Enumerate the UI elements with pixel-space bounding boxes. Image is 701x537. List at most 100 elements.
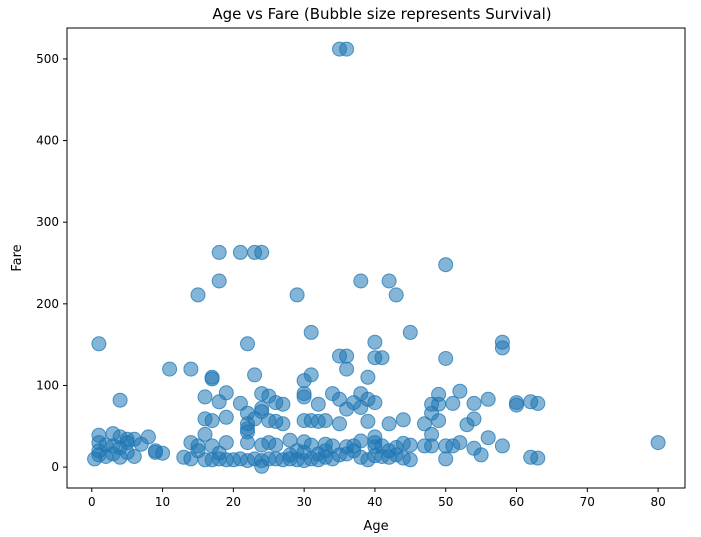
data-point — [339, 348, 355, 364]
data-point — [452, 435, 468, 451]
y-axis: 0 100 200 300 400 500 — [36, 52, 67, 474]
data-point — [424, 438, 440, 454]
data-point — [509, 397, 524, 413]
data-point — [438, 257, 454, 273]
data-point — [402, 324, 418, 340]
data-point — [275, 396, 291, 412]
data-point — [310, 413, 326, 429]
data-point — [240, 435, 255, 451]
data-point — [247, 367, 263, 383]
data-point — [204, 371, 220, 387]
data-point — [162, 361, 178, 377]
y-tick-label: 500 — [36, 52, 59, 66]
data-point — [438, 451, 454, 467]
data-point — [268, 437, 284, 453]
data-point — [353, 273, 369, 289]
data-point — [282, 447, 298, 463]
x-axis-label: Age — [363, 519, 388, 534]
data-point — [494, 340, 510, 356]
data-point — [480, 391, 496, 407]
data-point — [303, 324, 319, 340]
data-point — [204, 413, 220, 429]
data-point — [112, 392, 128, 408]
data-point — [367, 334, 383, 350]
data-point — [402, 452, 418, 468]
y-tick-label: 200 — [36, 297, 59, 311]
data-point — [218, 435, 234, 451]
data-point — [133, 436, 149, 452]
data-point — [388, 287, 404, 303]
data-point — [339, 41, 355, 57]
data-point — [339, 439, 355, 455]
data-point — [126, 449, 142, 464]
data-point — [360, 413, 376, 429]
data-point — [310, 446, 326, 462]
x-tick-label: 0 — [88, 495, 96, 509]
data-point — [91, 336, 107, 352]
data-point — [190, 287, 206, 303]
data-point — [254, 244, 270, 260]
y-tick-label: 300 — [36, 215, 59, 229]
data-point — [480, 430, 496, 446]
data-point — [289, 287, 305, 303]
data-point — [211, 394, 227, 410]
data-point — [374, 350, 390, 366]
data-point — [381, 273, 397, 289]
data-point — [381, 443, 397, 459]
data-point — [530, 450, 546, 466]
data-point — [402, 437, 418, 453]
data-point — [367, 439, 383, 455]
data-point — [381, 416, 397, 432]
data-point — [296, 444, 312, 460]
x-tick-label: 60 — [509, 495, 524, 509]
data-point — [339, 401, 355, 417]
x-tick-label: 50 — [438, 495, 453, 509]
data-point — [395, 412, 411, 428]
data-point — [296, 389, 312, 405]
data-point — [190, 443, 206, 459]
x-tick-label: 70 — [580, 495, 595, 509]
data-point — [148, 444, 163, 460]
data-point — [268, 413, 284, 429]
chart-title: Age vs Fare (Bubble size represents Surv… — [212, 5, 551, 23]
y-tick-label: 400 — [36, 134, 59, 148]
data-point — [232, 244, 248, 260]
data-point — [240, 336, 255, 352]
y-axis-label: Fare — [10, 244, 25, 271]
data-point — [530, 395, 546, 411]
data-point — [282, 432, 298, 448]
x-tick-label: 80 — [650, 495, 665, 509]
data-point — [431, 413, 447, 429]
data-point — [254, 437, 270, 453]
x-tick-label: 40 — [367, 495, 382, 509]
data-point — [218, 409, 234, 425]
data-point — [466, 395, 482, 411]
data-point — [183, 361, 199, 377]
x-axis: 0 10 20 30 40 50 60 70 80 — [88, 488, 666, 509]
data-point — [254, 458, 270, 474]
data-point — [211, 445, 227, 461]
data-point — [494, 438, 510, 454]
data-point — [310, 396, 326, 412]
data-point — [445, 395, 461, 411]
data-point — [360, 369, 376, 385]
data-point — [417, 416, 432, 432]
plot-frame — [66, 27, 686, 489]
data-point — [459, 417, 475, 433]
y-tick-label: 100 — [36, 378, 59, 392]
data-point — [650, 435, 666, 451]
plot-points — [87, 41, 666, 474]
data-point — [367, 395, 383, 411]
data-point — [211, 244, 227, 260]
y-tick-label: 0 — [51, 460, 59, 474]
x-tick-label: 20 — [226, 495, 241, 509]
data-point — [332, 416, 347, 432]
data-point — [353, 400, 369, 415]
data-point — [473, 447, 489, 463]
data-point — [452, 383, 468, 399]
data-point — [438, 351, 454, 366]
data-point — [197, 426, 213, 442]
x-tick-label: 30 — [297, 495, 312, 509]
data-point — [211, 273, 227, 289]
